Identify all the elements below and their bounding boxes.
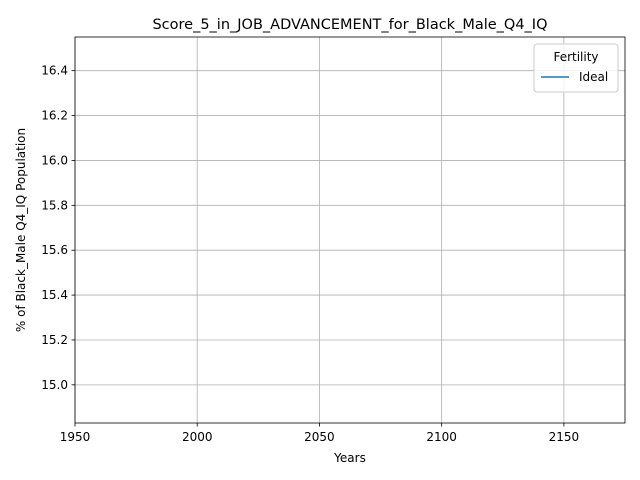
y-tick-label: 15.4 bbox=[41, 288, 68, 302]
x-tick-label: 2100 bbox=[426, 430, 457, 444]
legend: Fertility Ideal bbox=[533, 43, 619, 93]
y-axis-ticks: 15.0 15.2 15.4 15.6 15.8 16.0 16.2 16.4 bbox=[41, 64, 75, 392]
x-tick-label: 2050 bbox=[304, 430, 335, 444]
y-tick-label: 16.4 bbox=[41, 64, 68, 78]
y-tick-label: 16.2 bbox=[41, 109, 68, 123]
y-tick-label: 15.8 bbox=[41, 198, 68, 212]
chart-title: Score_5_in_JOB_ADVANCEMENT_for_Black_Mal… bbox=[152, 17, 547, 33]
y-tick-label: 15.2 bbox=[41, 333, 68, 347]
y-tick-label: 16.0 bbox=[41, 153, 68, 167]
y-tick-label: 15.0 bbox=[41, 378, 68, 392]
grid-lines bbox=[74, 37, 625, 423]
x-axis-ticks: 1950 2000 2050 2100 2150 bbox=[60, 423, 579, 444]
x-tick-label: 1950 bbox=[60, 430, 91, 444]
legend-title: Fertility bbox=[553, 50, 598, 64]
plot-area-frame bbox=[74, 36, 626, 424]
x-tick-label: 2150 bbox=[549, 430, 580, 444]
legend-entry-ideal: Ideal bbox=[579, 70, 608, 84]
legend-box bbox=[533, 43, 619, 93]
y-tick-label: 15.6 bbox=[41, 243, 68, 257]
x-axis-label: Years bbox=[333, 451, 366, 465]
x-tick-label: 2000 bbox=[182, 430, 213, 444]
y-axis-label: % of Black_Male Q4_IQ Population bbox=[14, 128, 28, 332]
